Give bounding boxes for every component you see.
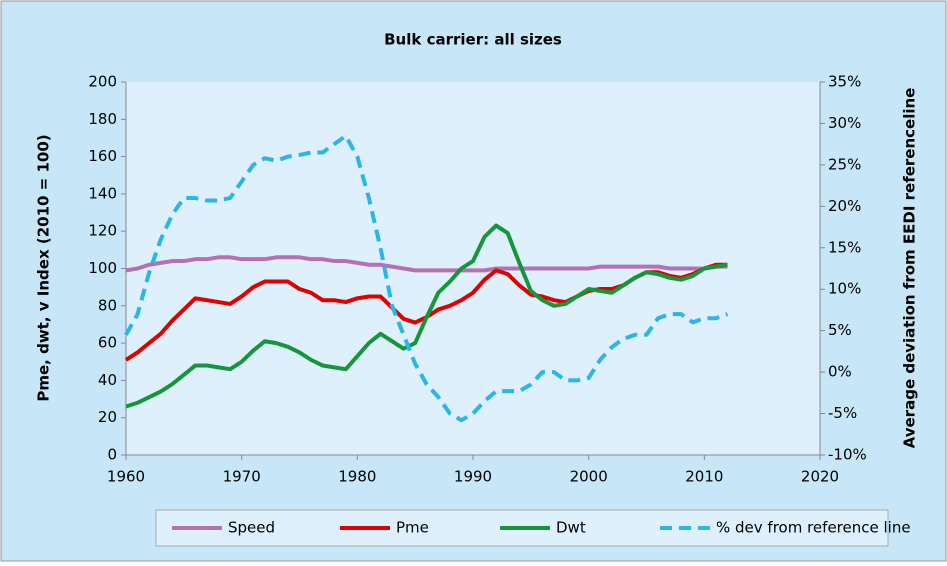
y2-tick-label: -5% [828, 404, 857, 422]
legend-label: Speed [228, 519, 275, 537]
y-tick-label: 20 [98, 408, 117, 426]
legend-label: Pme [396, 519, 429, 537]
y-tick-label: 120 [88, 222, 117, 240]
y2-tick-label: 20% [828, 197, 861, 215]
y-tick-label: 100 [88, 259, 117, 277]
x-tick-label: 2000 [570, 468, 608, 486]
x-tick-label: 2020 [801, 468, 839, 486]
x-tick-label: 2010 [685, 468, 723, 486]
y2-tick-label: 30% [828, 114, 861, 132]
y-tick-label: 0 [107, 446, 117, 464]
y-tick-label: 160 [88, 147, 117, 165]
x-tick-label: 1980 [338, 468, 376, 486]
x-tick-label: 1970 [223, 468, 261, 486]
y2-axis-title: Average deviation from EEDI referencelin… [901, 88, 919, 449]
y-tick-label: 180 [88, 110, 117, 128]
series-line [124, 133, 729, 423]
y-tick-label: 80 [98, 296, 117, 314]
y-axis-title: Pme, dwt, v Index (2010 = 100) [35, 134, 53, 401]
legend-label: % dev from reference line [716, 519, 911, 537]
y2-tick-label: 25% [828, 155, 861, 173]
y2-tick-label: 15% [828, 238, 861, 256]
y-tick-label: 40 [98, 371, 117, 389]
y-tick-label: 60 [98, 334, 117, 352]
x-tick-label: 1960 [107, 468, 145, 486]
y-tick-label: 200 [88, 73, 117, 91]
chart-title: Bulk carrier: all sizes [384, 31, 562, 49]
x-tick-label: 1990 [454, 468, 492, 486]
y2-tick-label: 35% [828, 73, 861, 91]
y2-tick-label: 10% [828, 280, 861, 298]
series-line [125, 255, 728, 273]
y2-tick-label: 5% [828, 321, 852, 339]
y-tick-label: 140 [88, 184, 117, 202]
series-line [125, 223, 728, 409]
legend-label: Dwt [556, 519, 586, 537]
y2-tick-label: 0% [828, 363, 852, 381]
y2-tick-label: -10% [828, 446, 867, 464]
